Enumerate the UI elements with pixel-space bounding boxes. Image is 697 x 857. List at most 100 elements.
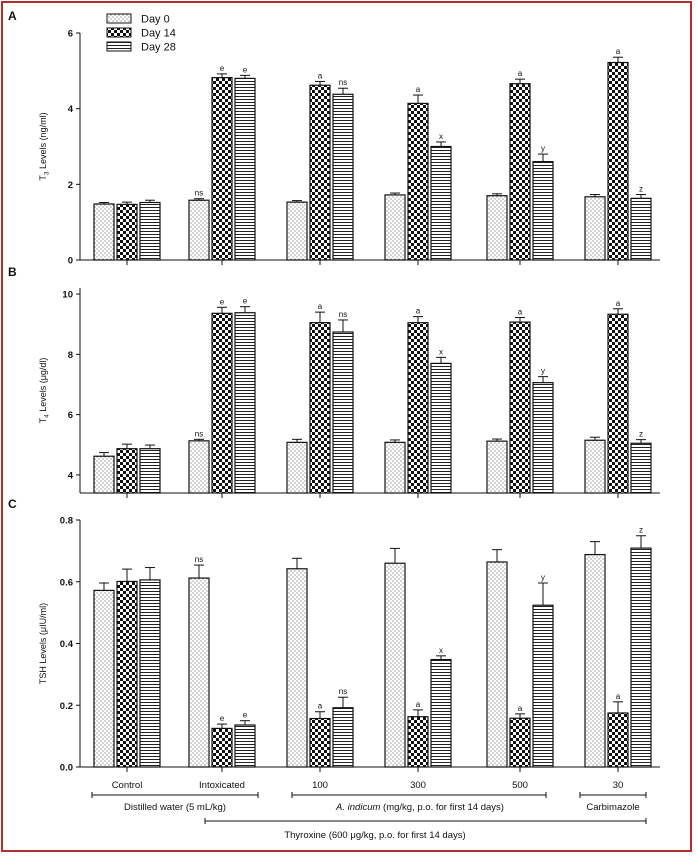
significance-label: a xyxy=(318,702,323,711)
bar xyxy=(607,712,629,768)
y-tick-label: 0.6 xyxy=(60,577,73,588)
bar xyxy=(188,440,210,494)
bar xyxy=(630,197,652,261)
bar xyxy=(332,331,354,494)
significance-label: ns xyxy=(339,310,347,319)
significance-label: ns xyxy=(195,555,203,564)
panel-a: A 0 2 4 6 T3 Levels (ng/ml) ns e a a a a e ns x y z xyxy=(8,9,660,267)
y-tick-label: 4 xyxy=(68,470,74,481)
bar xyxy=(286,568,308,768)
significance-label: a xyxy=(416,700,421,709)
bar xyxy=(607,61,629,261)
vehicle-label: Distilled water (5 mL/kg) xyxy=(124,802,226,813)
chart-footer: Control Intoxicated 100 300 500 30 Distilled w… xyxy=(91,780,647,841)
significance-label: z xyxy=(639,526,643,535)
bar xyxy=(188,577,210,768)
bar xyxy=(584,196,606,261)
bar xyxy=(116,580,138,768)
bar xyxy=(486,440,508,494)
x-tick-label: 300 xyxy=(410,780,426,791)
y-axis-title: TSH Levels (μIU/ml) xyxy=(38,603,48,684)
bar xyxy=(584,553,606,768)
bar xyxy=(332,93,354,261)
significance-label: a xyxy=(416,307,421,316)
significance-label: e xyxy=(220,297,225,306)
bar xyxy=(384,194,406,261)
bar xyxy=(407,102,429,261)
panel-letter: C xyxy=(8,497,17,511)
standard-label: Carbimazole xyxy=(586,802,639,813)
bar xyxy=(430,362,452,494)
bar xyxy=(93,203,115,261)
significance-label: y xyxy=(541,144,545,153)
bar xyxy=(532,382,554,494)
x-tick-label: 30 xyxy=(613,780,624,791)
x-tick-label: 500 xyxy=(512,780,528,791)
panel-c: C 0.0 0.2 0.4 0.6 0.8 TSH Levels (μIU/ml) ns e a a… xyxy=(8,497,660,774)
significance-label: e xyxy=(243,297,248,306)
y-tick-label: 0.0 xyxy=(60,763,73,774)
significance-label: a xyxy=(616,692,621,701)
bar xyxy=(234,77,256,261)
legend-label: Day 14 xyxy=(141,28,176,40)
bar xyxy=(188,199,210,261)
x-tick-label: Intoxicated xyxy=(199,780,245,791)
significance-label: a xyxy=(518,704,523,713)
bar xyxy=(93,455,115,494)
bar xyxy=(407,322,429,494)
significance-label: a xyxy=(318,302,323,311)
significance-label: a xyxy=(518,308,523,317)
bar xyxy=(93,589,115,768)
chart-legend: Day 0 Day 14 Day 28 xyxy=(106,13,176,54)
significance-label: a xyxy=(416,85,421,94)
bar xyxy=(332,707,354,768)
y-tick-label: 8 xyxy=(68,350,73,361)
significance-label: a xyxy=(318,71,323,80)
y-tick-label: 0 xyxy=(68,256,73,267)
bar xyxy=(116,448,138,494)
thyroxine-label: Thyroxine (600 μg/kg, p.o. for first 14 … xyxy=(284,830,465,841)
significance-label: x xyxy=(439,132,443,141)
significance-label: ns xyxy=(195,429,203,438)
y-tick-label: 10 xyxy=(62,290,73,301)
y-tick-label: 6 xyxy=(68,29,73,40)
y-tick-label: 0.8 xyxy=(60,516,73,527)
bar xyxy=(630,547,652,768)
significance-label: z xyxy=(639,185,643,194)
y-axis-title: T4 Levels (μg/dl) xyxy=(38,358,51,424)
bar xyxy=(139,201,161,261)
bar xyxy=(309,717,331,768)
bar xyxy=(211,727,233,768)
bar xyxy=(532,604,554,768)
y-tick-label: 6 xyxy=(68,410,73,421)
bar xyxy=(384,441,406,494)
legend-swatch xyxy=(106,41,132,52)
legend-swatch xyxy=(106,13,132,24)
significance-label: ns xyxy=(195,189,203,198)
bar xyxy=(286,441,308,494)
y-tick-label: 0.2 xyxy=(60,701,73,712)
bar xyxy=(116,203,138,261)
significance-label: e xyxy=(220,64,225,73)
panel-letter: A xyxy=(8,9,17,23)
y-tick-label: 2 xyxy=(68,180,73,191)
significance-label: ns xyxy=(339,687,347,696)
bar xyxy=(584,439,606,494)
bar xyxy=(486,561,508,768)
y-tick-label: 0.4 xyxy=(60,639,74,650)
bar xyxy=(407,716,429,768)
significance-label: x xyxy=(439,646,443,655)
significance-label: e xyxy=(220,714,225,723)
bar xyxy=(211,77,233,261)
bar xyxy=(430,658,452,768)
significance-label: x xyxy=(439,347,443,356)
bar xyxy=(139,448,161,494)
chart-panels: A 0 2 4 6 T3 Levels (ng/ml) ns e a a a a e ns x y z B 4 6 8 1… xyxy=(8,9,660,774)
x-tick-label: 100 xyxy=(312,780,328,791)
bar xyxy=(607,313,629,494)
legend-label: Day 0 xyxy=(141,14,170,26)
significance-label: a xyxy=(616,299,621,308)
y-axis-title: T3 Levels (ng/ml) xyxy=(38,112,51,180)
significance-label: e xyxy=(243,711,248,720)
